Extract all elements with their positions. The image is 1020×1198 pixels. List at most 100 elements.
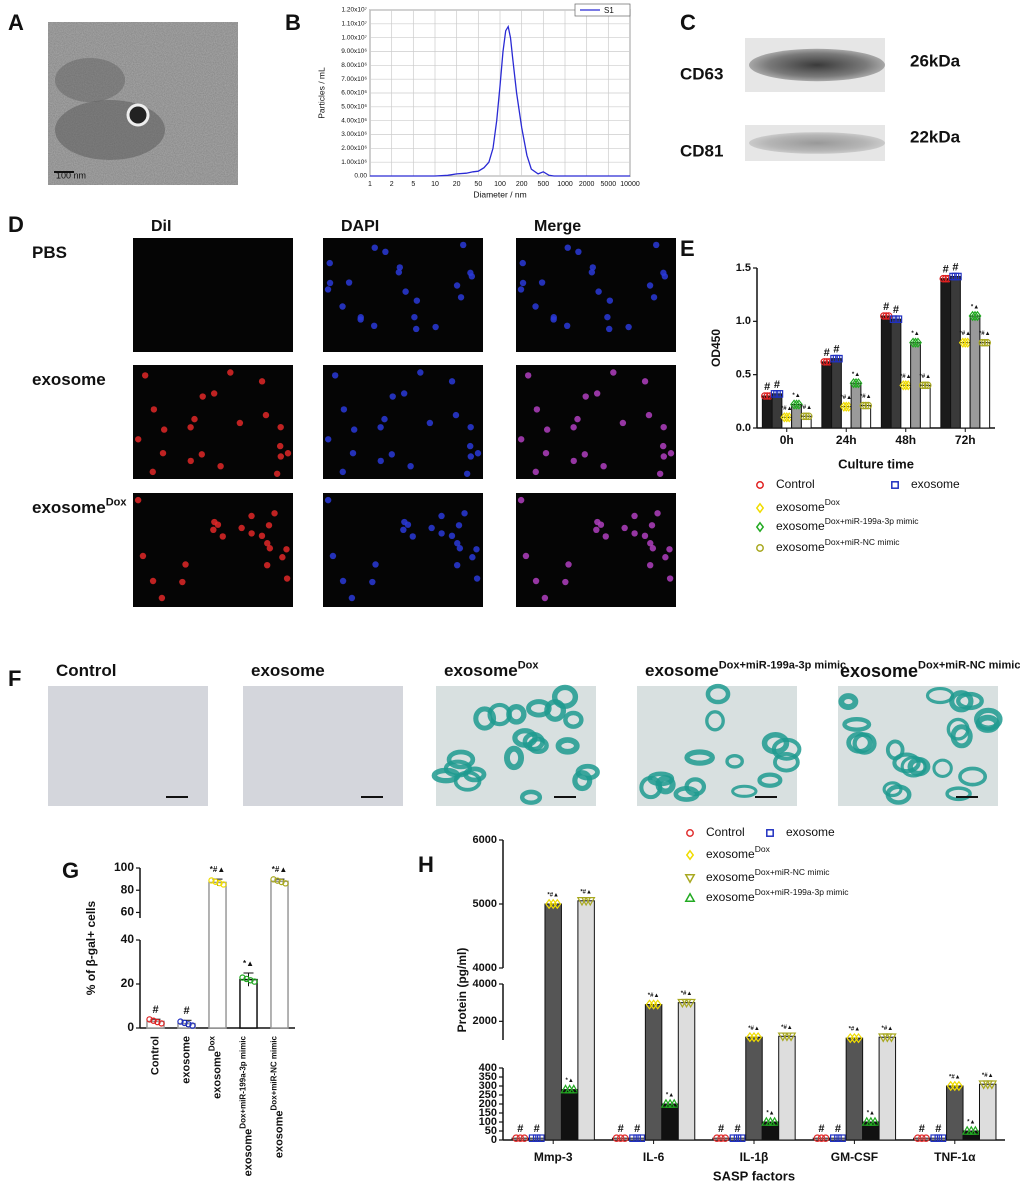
cell <box>369 578 376 586</box>
y-tick-label: 4000 <box>473 962 497 974</box>
significance-label: # <box>833 344 839 356</box>
bar <box>661 1103 679 1141</box>
cell <box>453 561 461 569</box>
cell <box>565 561 572 568</box>
cell <box>656 470 664 477</box>
legend-label-sup: Dox+miR-199a-3p mimic <box>825 516 920 526</box>
staining-image <box>243 686 403 806</box>
legend-box <box>574 3 631 17</box>
cell <box>400 526 407 534</box>
image-label-main: exosome <box>645 661 719 680</box>
stained-cell <box>572 770 593 792</box>
significance-label: # <box>718 1123 724 1135</box>
cell <box>648 522 656 529</box>
cell <box>396 264 404 271</box>
marker <box>961 337 970 348</box>
cell <box>217 462 224 470</box>
legend-label-main: Control <box>776 477 815 491</box>
significance-label: *▲ <box>792 393 800 399</box>
protein-label: CD81 <box>680 141 723 160</box>
bar <box>560 1089 579 1141</box>
cell <box>631 530 638 537</box>
cell <box>409 533 416 540</box>
cell <box>149 577 157 585</box>
legend-label: Control <box>776 477 815 491</box>
marker <box>973 310 982 322</box>
cell <box>602 533 609 540</box>
significance-label: # <box>883 301 889 313</box>
cell <box>411 313 418 321</box>
row-label: exosome <box>32 370 106 389</box>
marker <box>830 1134 838 1143</box>
cell <box>211 518 218 526</box>
marker <box>986 1080 998 1090</box>
cell <box>543 426 551 433</box>
y-tick-label: 1.10x10⁷ <box>342 21 368 28</box>
cell <box>340 406 348 413</box>
significance-label: *#▲ <box>840 395 852 401</box>
cell <box>474 450 482 457</box>
marker <box>804 412 813 421</box>
marker <box>835 354 843 363</box>
marker <box>822 358 831 366</box>
stained-cell <box>673 786 700 802</box>
staining-image <box>838 686 998 806</box>
marker <box>894 315 903 324</box>
cell <box>210 526 217 534</box>
y-tick-label: 0.5 <box>736 369 751 381</box>
cell <box>647 540 654 547</box>
significance-label: *#▲ <box>648 993 660 999</box>
cell <box>517 286 525 293</box>
tem-shadow <box>55 100 165 160</box>
y-tick-label: 5.00x10⁶ <box>341 104 367 111</box>
marker <box>792 399 801 410</box>
x-axis-label: SASP factors <box>713 1168 795 1183</box>
marker <box>755 502 765 514</box>
x-tick-label: 2000 <box>579 181 595 188</box>
marker <box>760 392 769 400</box>
y-tick-label: 5000 <box>473 898 497 910</box>
marker <box>842 401 851 412</box>
marker <box>820 358 829 366</box>
y-tick-label: 1.00x10⁷ <box>342 34 368 41</box>
cell <box>649 545 657 552</box>
legend-label-main: exosome <box>706 847 755 861</box>
x-tick-label: exosome <box>180 1036 192 1084</box>
cell <box>265 522 273 529</box>
y-tick-label: 2000 <box>473 1015 497 1027</box>
point <box>154 1018 161 1026</box>
y-tick-label: 80 <box>121 882 135 896</box>
marker <box>520 1134 529 1143</box>
marker <box>939 274 948 283</box>
x-tick-label-main: exosome <box>242 1129 254 1177</box>
fluorescence-image <box>516 365 676 479</box>
row-label-main: exosome <box>32 370 106 389</box>
panel-label: H <box>418 852 434 877</box>
significance-label: *#▲ <box>979 331 991 337</box>
cell <box>326 259 333 267</box>
legend-label: exosomeDox+miR-NC mimic <box>706 867 830 884</box>
significance-label: *#▲ <box>781 1025 793 1031</box>
size-label: 22kDa <box>910 127 961 146</box>
y-tick-label: 0 <box>127 1020 134 1034</box>
stained-cell <box>512 728 538 748</box>
marker <box>637 1134 646 1143</box>
cell <box>372 561 379 568</box>
size-label: 26kDa <box>910 51 961 70</box>
bar <box>919 384 931 429</box>
image-label-main: exosome <box>444 661 518 680</box>
cell <box>262 411 270 419</box>
x-tick-label: 0h <box>780 433 794 447</box>
cell <box>438 512 445 520</box>
y-tick-label: 150 <box>479 1107 497 1119</box>
cell <box>401 518 408 526</box>
marker <box>769 1116 780 1126</box>
x-tick-label: 24h <box>836 433 857 447</box>
cell <box>641 532 649 540</box>
cell <box>550 316 557 323</box>
x-tick-label-sup: Dox+miR-NC mimic <box>270 1035 279 1110</box>
stained-cell <box>446 749 476 770</box>
marker <box>861 401 870 410</box>
cell <box>519 279 527 287</box>
cell <box>339 468 346 476</box>
